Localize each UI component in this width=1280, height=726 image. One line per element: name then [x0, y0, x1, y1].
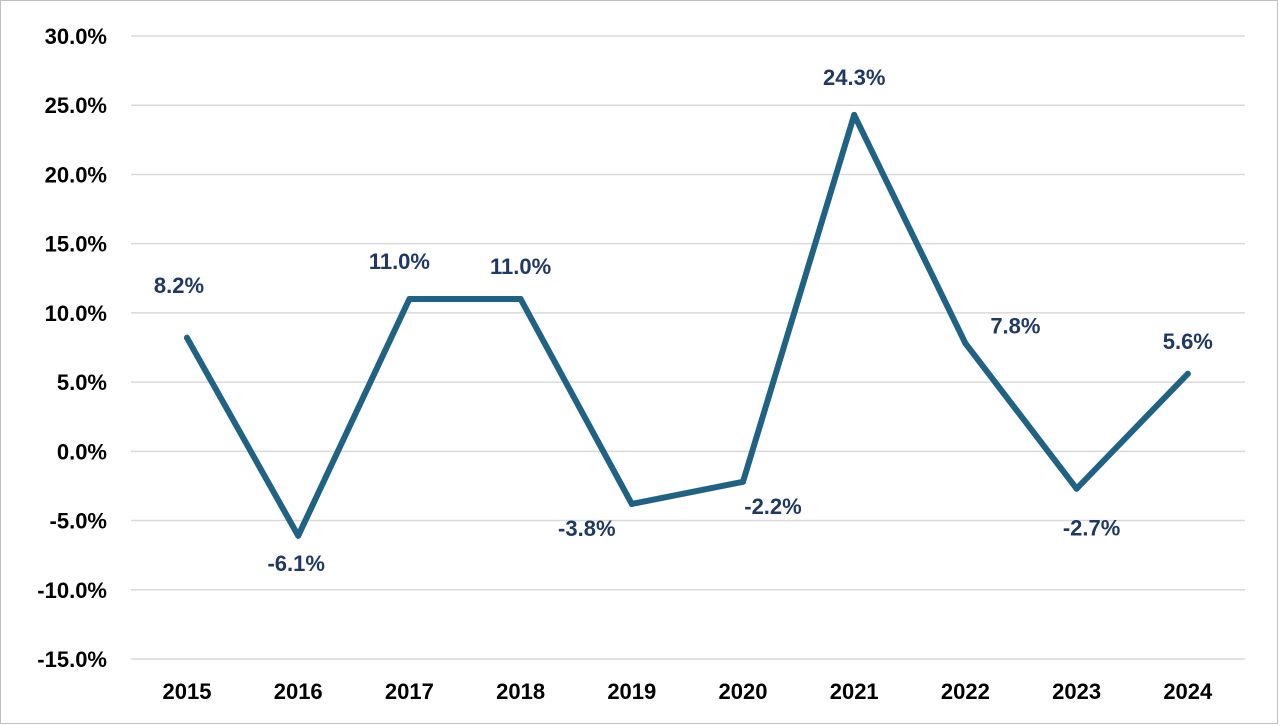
data-point	[962, 340, 969, 347]
data-label: 8.2%	[154, 273, 204, 298]
x-tick-label: 2023	[1052, 679, 1101, 704]
series-line-layer	[184, 111, 1191, 539]
data-point	[295, 532, 302, 539]
y-tick-label: 20.0%	[45, 162, 107, 187]
x-tick-label: 2024	[1163, 679, 1213, 704]
x-tick-label: 2021	[830, 679, 879, 704]
x-tick-label: 2020	[719, 679, 768, 704]
data-point	[517, 296, 524, 303]
x-tick-label: 2022	[941, 679, 990, 704]
data-label: 24.3%	[823, 65, 885, 90]
data-label: -6.1%	[267, 551, 324, 576]
y-tick-label: 10.0%	[45, 301, 107, 326]
data-label: 11.0%	[369, 249, 430, 274]
data-label: -3.8%	[558, 516, 615, 541]
data-point	[851, 111, 858, 118]
data-point	[740, 478, 746, 485]
x-tick-label: 2016	[274, 679, 323, 704]
data-label: 5.6%	[1163, 329, 1213, 354]
y-tick-label: 30.0%	[45, 24, 107, 49]
y-tick-label: 0.0%	[57, 439, 107, 464]
gridlines	[131, 35, 1245, 660]
data-labels: 8.2% -6.1% 11.0% 11.0% -3.8% -2.2% 24.3% 7.8% -2…	[154, 65, 1213, 576]
data-point	[1073, 485, 1080, 492]
data-point	[406, 296, 413, 303]
x-tick-label: 2015	[163, 679, 212, 704]
y-tick-label: 5.0%	[57, 370, 107, 395]
x-tick-label: 2018	[496, 679, 545, 704]
x-axis-tick-labels: 2015 2016 2017 2018 2019 2020 2021 2022 2023 2024	[163, 679, 1214, 704]
data-point	[184, 334, 190, 341]
x-tick-label: 2019	[607, 679, 656, 704]
data-label: 7.8%	[990, 313, 1040, 338]
data-label: -2.7%	[1063, 516, 1120, 541]
x-tick-label: 2017	[385, 679, 434, 704]
series-line	[184, 111, 1191, 539]
y-tick-label: 15.0%	[45, 232, 107, 257]
data-label: -2.2%	[744, 494, 801, 519]
y-axis-tick-labels: 30.0% 25.0% 20.0% 15.0% 10.0% 5.0% 0.0% -5.0% -1…	[37, 24, 107, 672]
y-tick-label: -10.0%	[37, 578, 107, 603]
data-point	[1184, 370, 1191, 377]
y-tick-label: -5.0%	[50, 509, 107, 534]
y-tick-label: -15.0%	[37, 647, 107, 672]
data-point	[628, 500, 635, 507]
y-tick-label: 25.0%	[45, 93, 107, 118]
data-label: 11.0%	[490, 254, 551, 279]
